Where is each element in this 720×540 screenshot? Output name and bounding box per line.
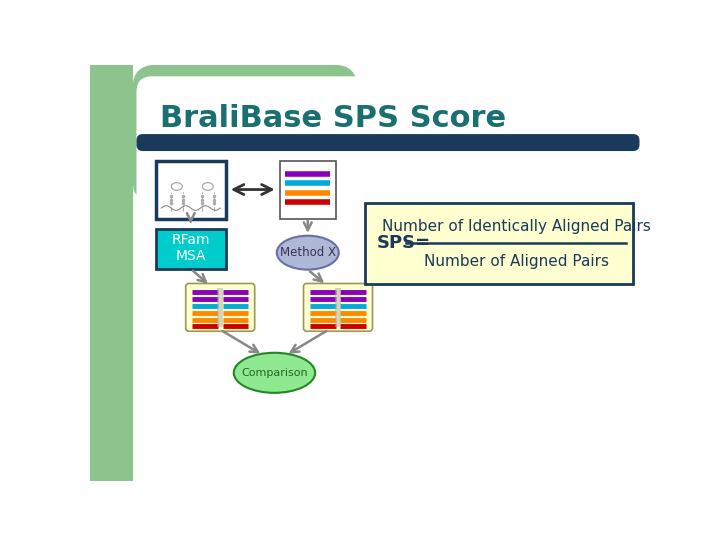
FancyBboxPatch shape — [156, 229, 225, 269]
Ellipse shape — [276, 236, 339, 269]
Text: BraliBase SPS Score: BraliBase SPS Score — [160, 104, 506, 133]
FancyBboxPatch shape — [217, 288, 223, 327]
Ellipse shape — [234, 353, 315, 393]
FancyBboxPatch shape — [156, 161, 225, 219]
FancyBboxPatch shape — [280, 161, 336, 219]
FancyBboxPatch shape — [365, 204, 632, 284]
Text: Number of Aligned Pairs: Number of Aligned Pairs — [424, 254, 608, 268]
FancyBboxPatch shape — [335, 288, 341, 327]
FancyBboxPatch shape — [304, 284, 372, 331]
FancyBboxPatch shape — [186, 284, 255, 331]
FancyBboxPatch shape — [132, 65, 357, 204]
FancyBboxPatch shape — [137, 76, 640, 438]
Text: Method X: Method X — [280, 246, 336, 259]
Text: RFam
MSA: RFam MSA — [171, 233, 210, 263]
FancyBboxPatch shape — [137, 134, 639, 151]
FancyBboxPatch shape — [90, 65, 132, 481]
Text: SPS=: SPS= — [377, 234, 431, 252]
Text: Number of Identically Aligned Pairs: Number of Identically Aligned Pairs — [382, 219, 651, 234]
Text: Comparison: Comparison — [241, 368, 307, 378]
